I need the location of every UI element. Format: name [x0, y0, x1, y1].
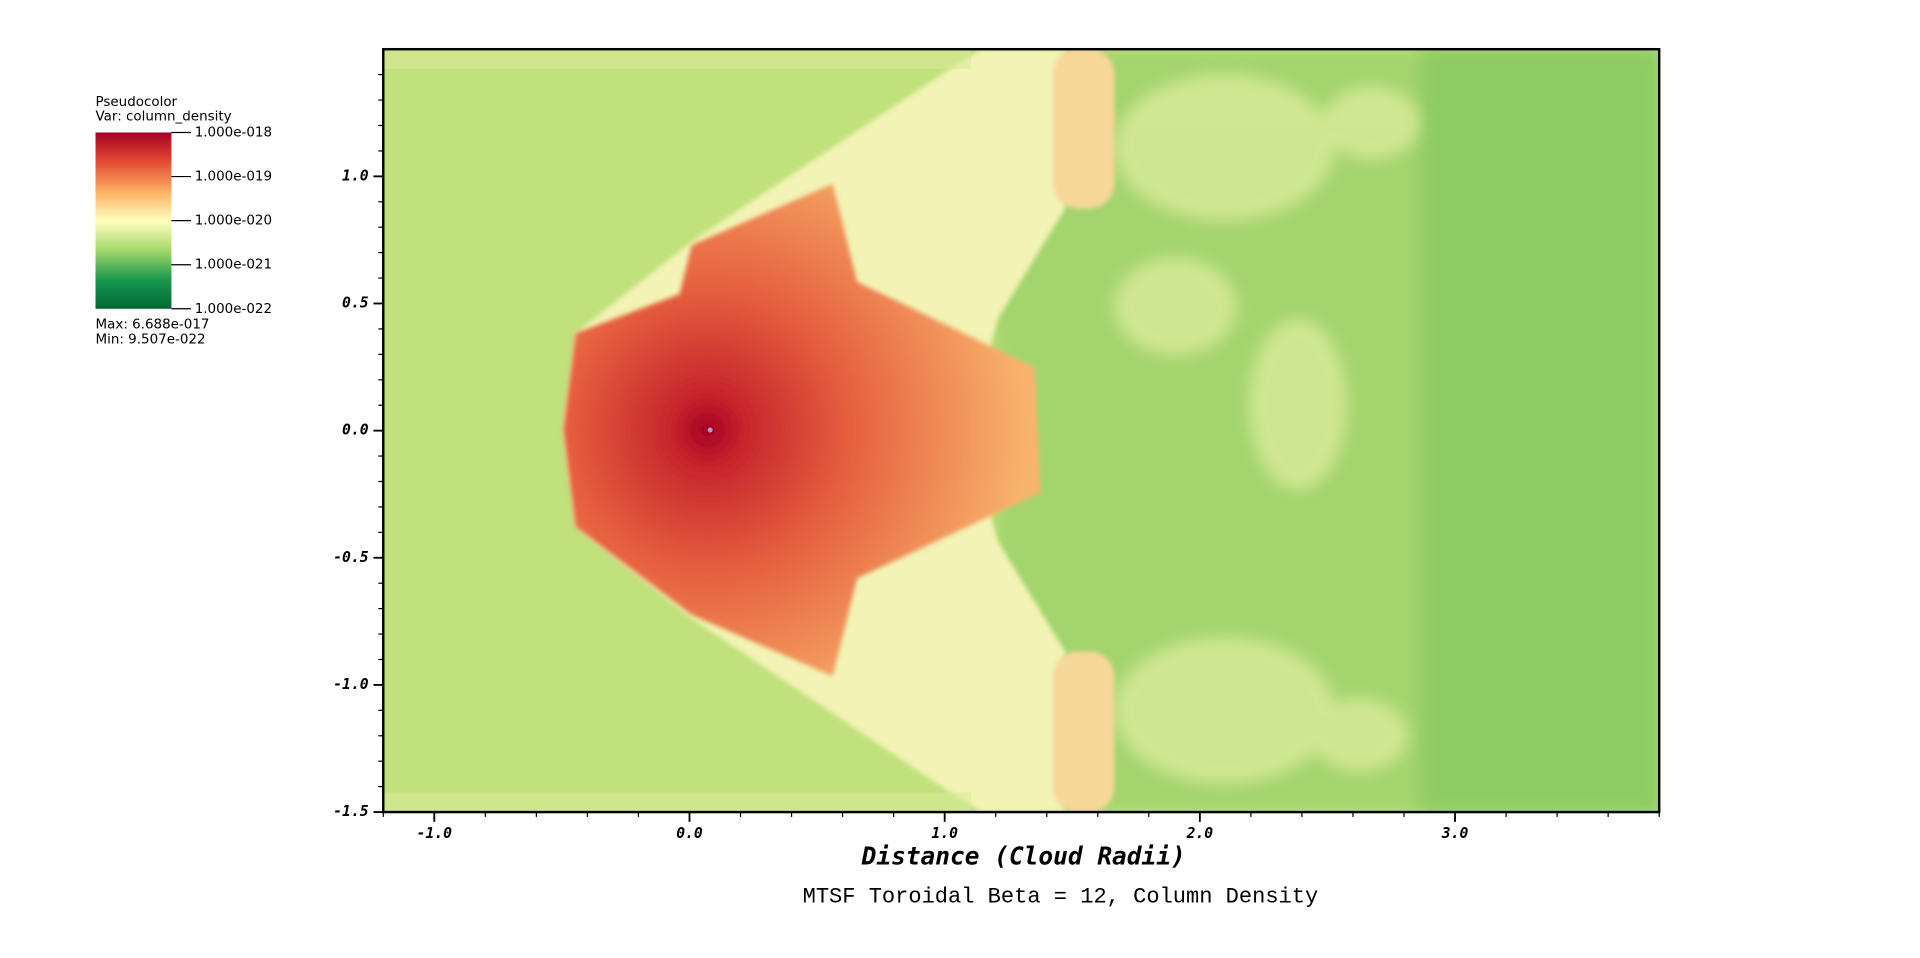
x-tick-label: 0.0 — [676, 825, 703, 842]
field — [383, 49, 1660, 813]
legend-max: Max: 6.688e-017 — [96, 318, 210, 333]
y-tick-label: -0.5 — [333, 549, 369, 566]
x-axis-label: Distance (Cloud Radii) — [861, 841, 1186, 870]
x-tick-label: 2.0 — [1186, 825, 1214, 842]
colorbar — [95, 132, 172, 309]
legend-variable: Var: column_density — [96, 110, 232, 125]
colorbar-tick-label: 1.000e-020 — [195, 214, 272, 229]
colorbar-tick-label: 1.000e-022 — [195, 302, 272, 317]
legend-title: Pseudocolor — [96, 95, 178, 110]
y-tick-label: 1.0 — [342, 167, 369, 184]
x-tick-label: -1.0 — [417, 825, 453, 842]
x-tick-label: 1.0 — [931, 825, 958, 842]
y-tick-label: 0.5 — [342, 294, 369, 311]
colorbar-tick-label: 1.000e-021 — [195, 258, 272, 273]
colorbar-tick-label: 1.000e-018 — [195, 125, 272, 140]
y-tick-label: 0.0 — [342, 422, 369, 439]
colorbar-tick-label: 1.000e-019 — [195, 170, 272, 185]
legend-min: Min: 9.507e-022 — [96, 332, 206, 347]
y-tick-label: -1.5 — [333, 803, 369, 820]
y-tick-label: -1.0 — [333, 676, 369, 693]
x-tick-label: 3.0 — [1441, 825, 1469, 842]
chart-title: MTSF Toroidal Beta = 12, Column Density — [803, 884, 1319, 909]
